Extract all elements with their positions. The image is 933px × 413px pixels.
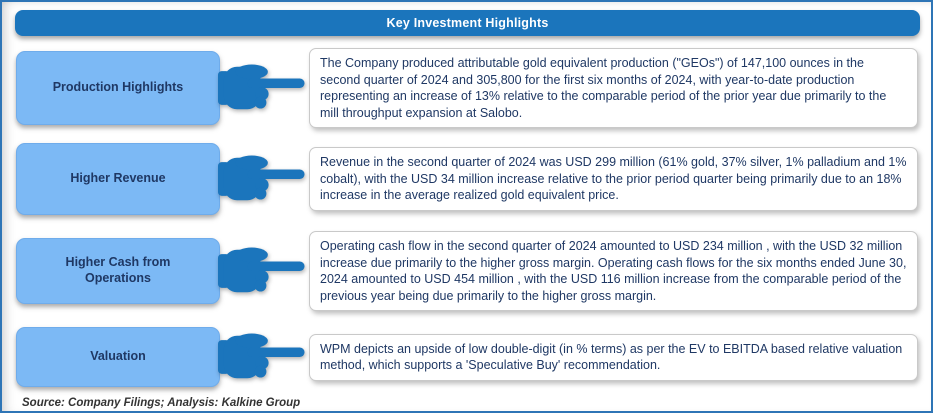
row-production-highlights: Production Highlights The Company produc… [16,46,918,130]
text-higher-revenue: Revenue in the second quarter of 2024 wa… [309,147,918,211]
source-note: Source: Company Filings; Analysis: Kalki… [22,397,301,409]
row-higher-cash-from-operations: Higher Cash from Operations Operating ca… [16,228,918,314]
row-valuation: Valuation WPM depicts an upside of low d… [16,327,918,387]
highlights-list: Production Highlights The Company produc… [2,36,931,387]
row-higher-revenue: Higher Revenue Revenue in the second qua… [16,143,918,215]
hand-pointing-right-icon [216,328,308,386]
label-text: Higher Cash from Operations [65,255,171,285]
text-production-highlights: The Company produced attributable gold e… [309,48,918,128]
label-text: Valuation [90,349,146,364]
text-valuation: WPM depicts an upside of low double-digi… [309,333,918,381]
label-production-highlights: Production Highlights [16,51,220,125]
label-text: Production Highlights [52,80,184,95]
hand-pointing-right-icon [216,59,308,117]
hand-pointing-right-icon [216,150,308,208]
label-higher-revenue: Higher Revenue [16,143,220,215]
text-higher-cash-from-operations: Operating cash flow in the second quarte… [309,231,918,311]
footer: Source: Company Filings; Analysis: Kalki… [2,387,931,411]
header-bar: Key Investment Highlights [15,10,920,36]
label-higher-cash-from-operations: Higher Cash from Operations [16,238,220,304]
page-title: Key Investment Highlights [386,16,549,30]
hand-pointing-right-icon [216,242,308,300]
label-text: Higher Revenue [70,171,166,186]
label-valuation: Valuation [16,327,220,387]
